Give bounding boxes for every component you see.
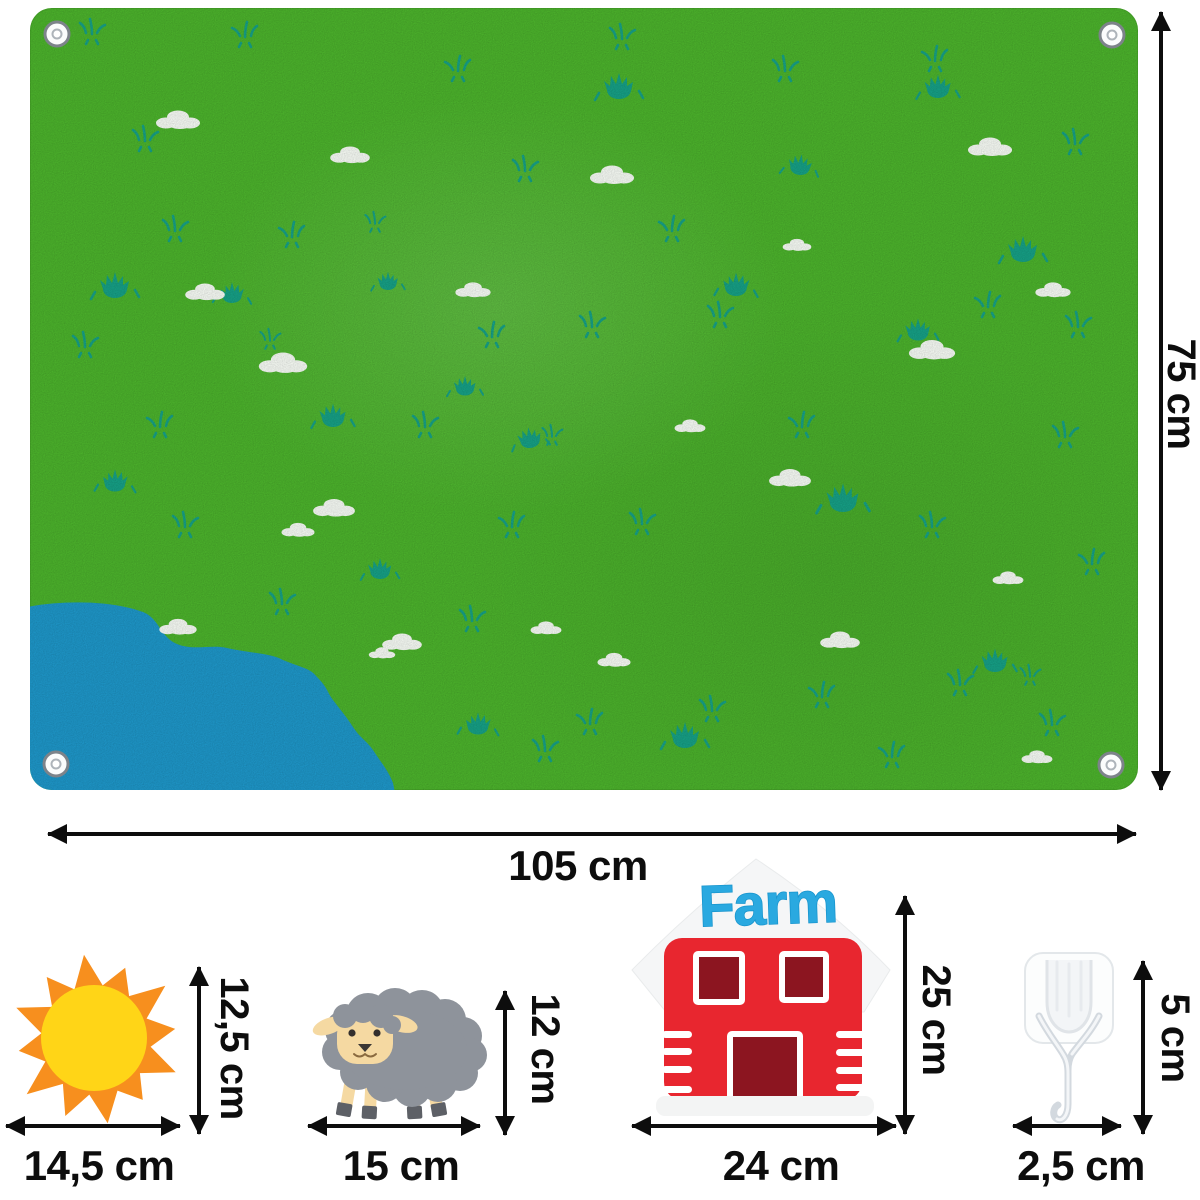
farm-house-item: Farm [631,858,891,1116]
felt-mat [30,8,1138,790]
eyelet [1097,751,1125,779]
mat-height-arrow [1159,12,1163,790]
hook-ridge-lines [1055,960,1083,1018]
sun-height-label: 12,5 cm [212,976,256,1120]
sun-width-label: 14,5 cm [23,1142,175,1189]
hook-arm-highlight [1037,1014,1070,1122]
sun-item [16,954,176,1124]
barn-side-stripes [662,1031,866,1093]
sun-center-icon [41,985,147,1091]
farm-height-arrow [903,896,907,1134]
sheep-width-arrow [308,1124,480,1128]
hook-arm-highlight [1070,1014,1101,1056]
sheep-width-label: 15 cm [342,1142,460,1189]
mat-width-arrow [48,832,1136,836]
hook-width-label: 2,5 cm [1017,1142,1145,1189]
hook-height-label: 5 cm [1153,993,1197,1083]
adhesive-hook-item [1024,952,1114,1124]
hook-width-arrow [1013,1124,1121,1128]
eyelet [42,750,70,778]
sheep-head [312,997,418,1064]
farm-width-arrow [632,1124,896,1128]
sheep-height-label: 12 cm [523,993,567,1105]
barn-window-right [779,951,829,1003]
farm-height-label: 25 cm [914,964,958,1076]
farm-sign-text: Farm [698,870,838,940]
eyelet [1098,21,1126,49]
mat-width-label: 105 cm [508,842,648,889]
sun-height-arrow [197,967,201,1134]
barn-window-left [693,951,745,1005]
felt-texture [30,8,1138,790]
mat-artwork [30,8,1138,790]
mat-height-label: 75 cm [1159,338,1200,450]
sun-width-arrow [6,1124,180,1128]
sheep-item [312,988,487,1120]
barn-base [656,1096,874,1116]
hook-height-arrow [1141,961,1145,1134]
farm-width-label: 24 cm [722,1142,840,1189]
eyelet [43,20,71,48]
sheep-height-arrow [503,991,507,1135]
